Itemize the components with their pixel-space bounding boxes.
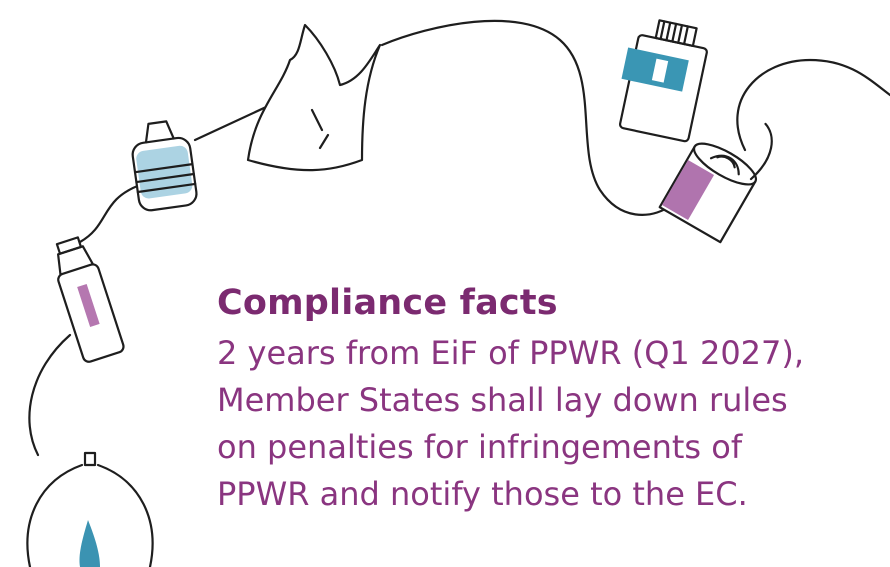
flask <box>27 453 152 567</box>
body-text: 2 years from EiF of PPWR (Q1 2027), Memb… <box>217 330 804 518</box>
spray-can <box>47 234 125 363</box>
body-line: on penalties for infringements of <box>217 424 804 471</box>
string <box>737 60 890 150</box>
heading: Compliance facts <box>217 283 558 323</box>
body-line: 2 years from EiF of PPWR (Q1 2027), <box>217 330 804 377</box>
body-line: PPWR and notify those to the EC. <box>217 471 804 518</box>
page: {"heading": "Compliance facts", "body_li… <box>0 0 890 567</box>
string <box>80 185 140 242</box>
bag <box>248 25 380 170</box>
string <box>29 335 70 455</box>
box <box>612 15 712 142</box>
body-line: Member States shall lay down rules <box>217 377 804 424</box>
bottle <box>129 119 198 212</box>
